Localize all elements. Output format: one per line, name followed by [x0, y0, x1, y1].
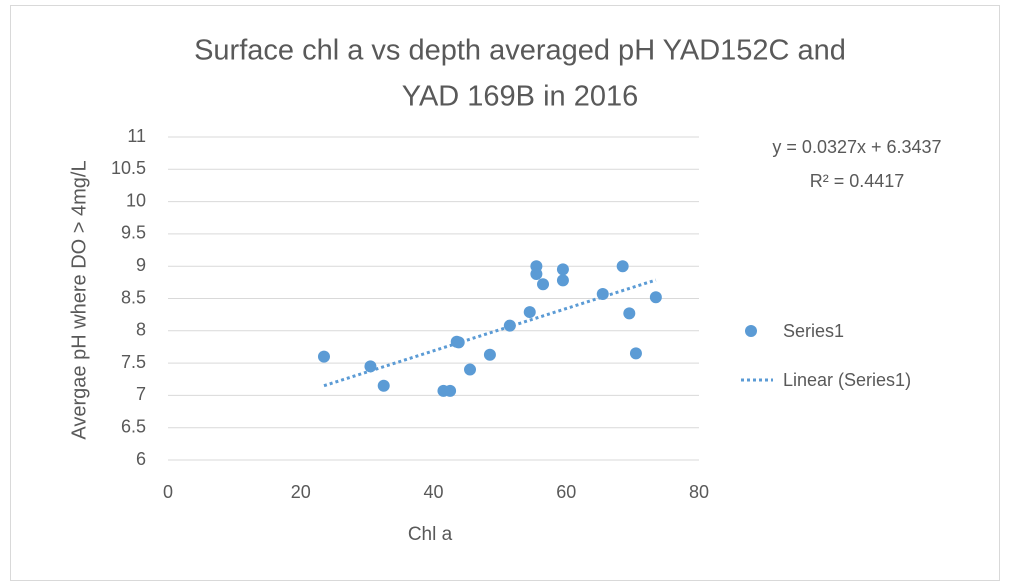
data-point [444, 384, 457, 397]
x-tick-label: 0 [163, 482, 173, 502]
chart-title: YAD 169B in 2016 [402, 81, 638, 113]
chart-border [10, 5, 1000, 581]
data-point [523, 306, 536, 319]
y-tick-label: 11 [127, 126, 146, 146]
data-point [364, 360, 377, 373]
data-point [649, 291, 662, 304]
x-tick-label: 60 [556, 482, 576, 502]
data-point [623, 307, 636, 320]
data-point [503, 319, 516, 332]
y-tick-label: 6.5 [121, 416, 146, 436]
data-point [556, 263, 569, 276]
trendline-equation: y = 0.0327x + 6.3437 [772, 137, 941, 157]
data-point [556, 274, 569, 287]
data-point [377, 379, 390, 392]
data-point [317, 350, 330, 363]
y-tick-label: 6 [136, 449, 146, 469]
data-point [464, 363, 477, 376]
y-tick-label: 10.5 [111, 158, 146, 178]
data-point [452, 336, 465, 349]
y-tick-label: 7 [136, 384, 146, 404]
x-tick-label: 80 [689, 482, 709, 502]
x-tick-label: 20 [291, 482, 311, 502]
y-tick-label: 10 [126, 190, 146, 210]
chart-title: Surface chl a vs depth averaged pH YAD15… [194, 35, 846, 67]
legend-label: Linear (Series1) [783, 370, 911, 390]
y-tick-label: 8.5 [121, 287, 146, 307]
data-point [537, 278, 550, 291]
y-tick-label: 7.5 [121, 352, 146, 372]
data-point [629, 347, 642, 360]
trendline-r2: R² = 0.4417 [810, 171, 905, 191]
y-tick-label: 9.5 [121, 223, 146, 243]
y-axis-label: Avergae pH where DO > 4mg/L [68, 160, 90, 439]
data-point [616, 260, 629, 273]
data-point [483, 348, 496, 361]
x-tick-label: 40 [423, 482, 443, 502]
x-axis-label: Chl a [408, 524, 453, 545]
data-point [530, 267, 543, 280]
data-point [596, 287, 609, 300]
legend-label: Series1 [783, 321, 844, 341]
legend-marker [745, 325, 757, 337]
y-tick-label: 9 [136, 255, 146, 275]
y-tick-label: 8 [136, 320, 146, 340]
